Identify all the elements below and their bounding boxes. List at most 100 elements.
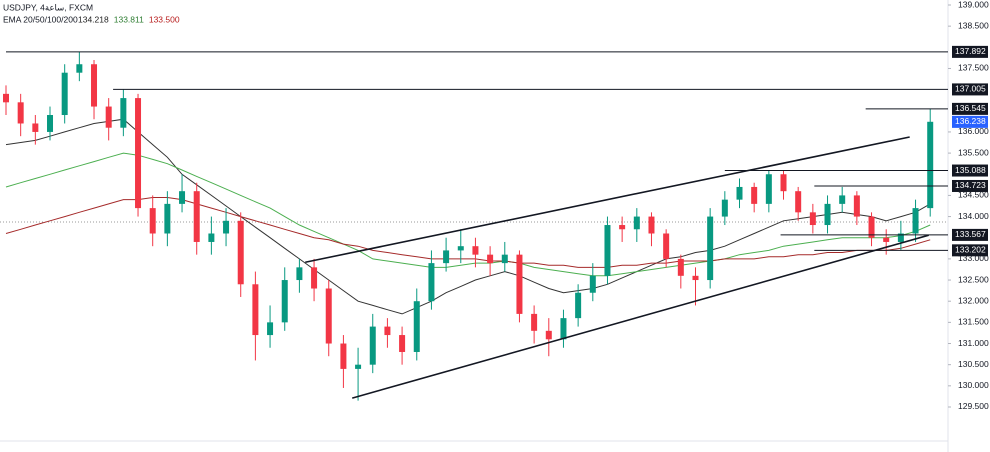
candle-body	[61, 72, 68, 116]
candle-body	[311, 267, 318, 289]
chart-title: USDJPY, 4ساعة, FXCM	[3, 2, 93, 12]
level-label: 133.202	[955, 245, 986, 255]
y-tick-label: 130.000	[958, 380, 989, 390]
candle-body	[105, 106, 112, 128]
candle-body	[135, 98, 142, 209]
level-label-box	[952, 244, 988, 257]
candle-body	[193, 191, 200, 242]
candle-body	[721, 199, 728, 217]
y-tick-label: 136.000	[958, 126, 989, 136]
level-label-box	[952, 102, 988, 115]
y-tick-label: 132.000	[958, 295, 989, 305]
level-label-box	[952, 83, 988, 96]
candle-body	[912, 208, 919, 234]
level-label-box	[952, 228, 988, 241]
trend-line	[305, 136, 910, 264]
candle-body	[751, 186, 758, 204]
candle-body	[428, 263, 435, 302]
candle-body	[413, 301, 420, 352]
candle-body	[619, 225, 626, 230]
candle-body	[809, 212, 816, 226]
candle-body	[780, 174, 787, 192]
level-label: 137.892	[955, 46, 986, 56]
candle-body	[164, 203, 171, 234]
candle-body	[883, 237, 890, 242]
candle-body	[677, 258, 684, 276]
candle-body	[516, 254, 523, 314]
candle-body	[179, 191, 186, 204]
level-label: 136.545	[955, 103, 986, 113]
candle-body	[736, 186, 743, 200]
candle-body	[443, 250, 450, 264]
candle-body	[237, 220, 244, 285]
candle-body	[149, 208, 156, 234]
y-tick-label: 132.500	[958, 274, 989, 284]
indicator-value: 133.500	[149, 14, 180, 24]
candle-body	[472, 246, 479, 255]
candle-body	[17, 102, 24, 124]
candle-body	[3, 93, 9, 103]
candle-body	[545, 330, 552, 340]
level-label-box	[952, 164, 988, 177]
trend-line	[351, 234, 929, 399]
candle-body	[384, 326, 391, 336]
y-tick-label: 131.000	[958, 338, 989, 348]
candle-body	[76, 64, 83, 73]
candle-body	[267, 322, 274, 336]
y-tick-label: 135.500	[958, 147, 989, 157]
candle-body	[663, 233, 670, 259]
y-tick-label: 137.500	[958, 63, 989, 73]
indicator-value: 133.811	[114, 14, 144, 24]
candle-body	[281, 280, 288, 323]
candle-body	[32, 123, 39, 132]
candle-body	[457, 246, 464, 251]
level-label-box	[952, 179, 988, 192]
indicator-value: 134.218	[78, 14, 109, 24]
level-label: 133.567	[955, 229, 986, 239]
level-label: 137.005	[955, 84, 986, 94]
candle-body	[487, 254, 494, 264]
candle-body	[648, 216, 655, 234]
candle-body	[501, 254, 508, 264]
y-tick-label: 129.500	[958, 401, 989, 411]
candle-body	[604, 225, 611, 276]
candle-body	[824, 203, 831, 226]
candle-body	[853, 195, 860, 217]
ema-line	[5, 152, 931, 277]
candle-body	[340, 343, 347, 369]
last-price-label: 136.238	[955, 116, 986, 126]
y-tick-label: 134.500	[958, 190, 989, 200]
candle-body	[589, 275, 596, 293]
candle-body	[91, 64, 98, 107]
y-tick-label: 134.000	[958, 211, 989, 221]
y-tick-label: 131.500	[958, 317, 989, 327]
level-label: 134.723	[955, 180, 986, 190]
candle-body	[120, 98, 127, 128]
last-price-box	[952, 115, 988, 128]
candle-body	[633, 216, 640, 230]
candle-body	[868, 216, 875, 238]
candle-body	[839, 195, 846, 204]
y-tick-label: 133.000	[958, 253, 989, 263]
candle-body	[47, 115, 54, 132]
candle-body	[795, 191, 802, 213]
candle-body	[765, 174, 772, 204]
level-label-box	[952, 45, 988, 58]
ema-line	[5, 118, 931, 315]
level-label: 135.088	[955, 165, 986, 175]
y-tick-label: 138.500	[958, 20, 989, 30]
candle-body	[252, 284, 259, 336]
candle-body	[692, 275, 699, 281]
candle-body	[927, 121, 934, 209]
candle-body	[325, 288, 332, 344]
candle-body	[223, 220, 230, 234]
candle-body	[897, 233, 904, 242]
candle-body	[296, 267, 303, 281]
indicator-label: EMA 20/50/100/200	[3, 14, 78, 24]
candle-body	[355, 364, 362, 369]
candle-body	[369, 326, 376, 365]
y-tick-label: 130.500	[958, 359, 989, 369]
candle-body	[208, 233, 215, 242]
